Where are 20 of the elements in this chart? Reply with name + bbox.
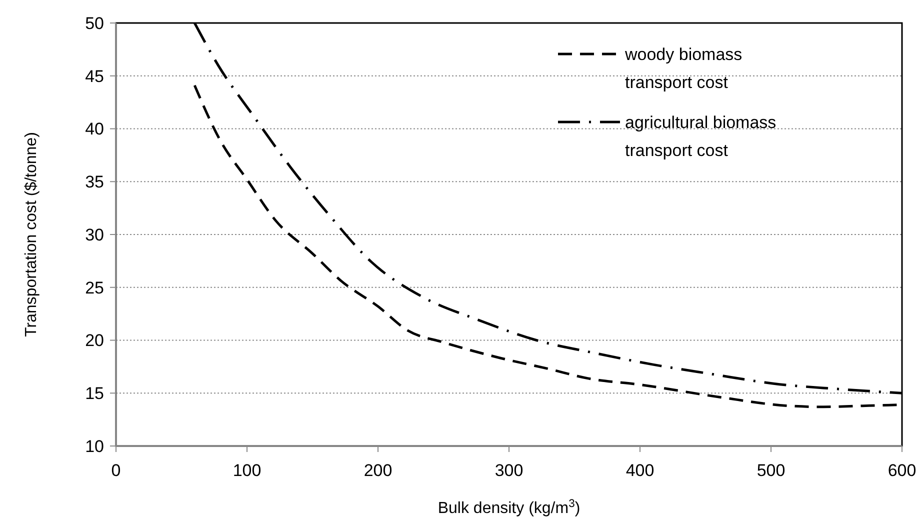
legend-label: woody biomass transport cost: [624, 44, 742, 92]
x-tick-label: 500: [756, 461, 786, 480]
x-tick-label: 200: [364, 461, 392, 480]
y-tick-label: 10: [85, 436, 104, 456]
x-tick-label: 400: [626, 461, 654, 480]
y-tick-label: 20: [85, 331, 104, 350]
x-tick-label: 300: [494, 461, 524, 480]
y-tick-label: 25: [85, 278, 104, 298]
y-axis-title: Transportation cost ($/tonne): [23, 132, 40, 337]
y-tick-label: 35: [85, 172, 104, 192]
x-axis-title: Bulk density (kg/m$^{3}$): [438, 498, 580, 517]
legend-label: agricultural biomass transport cost: [625, 112, 776, 160]
y-tick-label: 45: [85, 66, 104, 86]
y-tick-label: 30: [85, 225, 104, 244]
x-tick-label: 600: [888, 461, 916, 480]
y-tick-label: 50: [85, 14, 104, 33]
x-tick-label: 100: [232, 461, 262, 480]
y-tick-label: 15: [85, 384, 104, 404]
x-tick-label: 0: [111, 461, 121, 480]
y-tick-label: 40: [85, 120, 104, 139]
